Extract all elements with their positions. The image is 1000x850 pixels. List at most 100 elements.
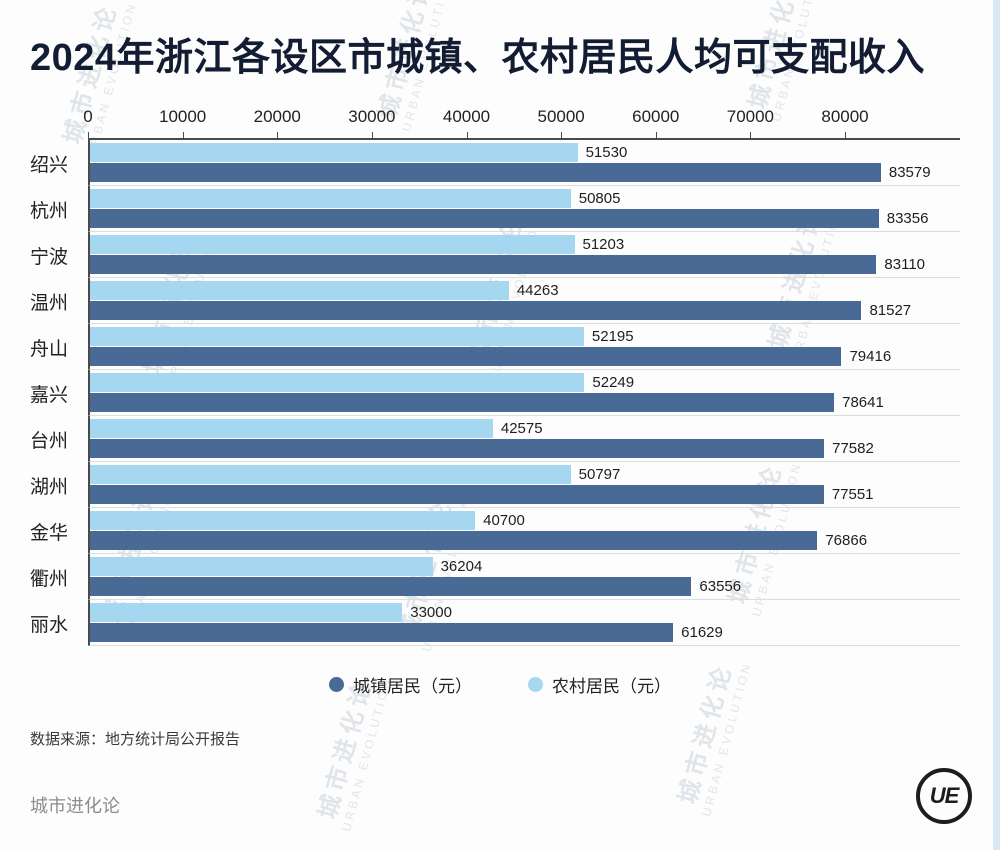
city-bars: 44263 81527 [88, 278, 960, 324]
rural-bar [90, 327, 584, 346]
urban-bar-value: 79416 [849, 348, 892, 365]
x-axis: 0 10000 20000 30000 40000 50000 60000 70000 8000… [83, 98, 960, 140]
urban-bar-value: 63556 [699, 578, 742, 595]
urban-bar-value: 81527 [869, 302, 912, 319]
rural-bar-line: 50797 [90, 465, 960, 484]
rural-bar-value: 52195 [591, 328, 634, 345]
legend-item: 农村居民（元） [528, 672, 671, 697]
urban-bar [90, 163, 881, 182]
source-note: 数据来源：地方统计局公开报告 [30, 731, 241, 748]
urban-bar-line: 83356 [90, 209, 960, 228]
x-tick-label: 0 [83, 107, 93, 126]
city-bars: 52195 79416 [88, 324, 960, 370]
x-tick-mark [466, 132, 468, 138]
rural-bar-line: 33000 [90, 603, 960, 622]
x-tick-mark [88, 132, 89, 138]
urban-bar-value: 83356 [886, 210, 929, 227]
city-label: 台州 [30, 430, 69, 452]
chart-row: 丽水 33000 61629 [30, 600, 960, 646]
chart-row: 嘉兴 52249 78641 [30, 370, 960, 416]
x-tick-mark [371, 132, 373, 138]
urban-bar-value: 83579 [888, 164, 931, 181]
rural-bar-value: 44263 [516, 282, 559, 299]
chart-row: 宁波 51203 83110 [30, 232, 960, 278]
chart-row: 台州 42575 77582 [30, 416, 960, 462]
x-tick-label: 10000 [158, 107, 207, 126]
city-bars: 50797 77551 [88, 462, 960, 508]
rural-bar-line: 52249 [90, 373, 960, 392]
rural-bar [90, 281, 509, 300]
rural-bar-line: 36204 [90, 557, 960, 576]
urban-bar-line: 61629 [90, 623, 960, 642]
city-bars: 36204 63556 [88, 554, 960, 600]
x-tick-label: 50000 [537, 107, 585, 126]
city-bars: 33000 61629 [88, 600, 960, 646]
rural-bar-value: 50805 [578, 190, 621, 207]
rural-bar [90, 419, 493, 438]
urban-bar [90, 393, 835, 412]
urban-bar-value: 76866 [825, 532, 868, 549]
chart-row: 温州 44263 81527 [30, 278, 960, 324]
rural-bar [90, 189, 571, 208]
urban-bar [90, 623, 674, 642]
ue-logo-text: UE [929, 783, 960, 808]
x-tick-label: 60000 [632, 107, 680, 126]
chart-row: 湖州 50797 77551 [30, 462, 960, 508]
urban-bar [90, 209, 879, 228]
city-label: 宁波 [30, 246, 69, 268]
urban-bar-value: 77551 [831, 486, 874, 503]
urban-bar [90, 255, 877, 274]
rural-bar-value: 36204 [440, 558, 483, 575]
rural-bar-line: 50805 [90, 189, 960, 208]
x-tick-label: 80000 [821, 107, 869, 126]
rural-bar [90, 235, 575, 254]
urban-bar [90, 301, 862, 320]
urban-bar-line: 79416 [90, 347, 960, 366]
x-tick-label: 40000 [442, 107, 491, 126]
rural-bar-line: 40700 [90, 511, 960, 530]
rural-bar [90, 465, 571, 484]
city-label: 丽水 [30, 614, 69, 636]
urban-bar-line: 76866 [90, 531, 960, 550]
rural-bar-line: 51203 [90, 235, 960, 254]
rural-bar-value: 50797 [578, 466, 621, 483]
legend-label: 农村居民（元） [552, 677, 671, 696]
watermark-en: URBAN EVOLUTION [339, 675, 395, 833]
right-edge-strip [993, 0, 1000, 850]
city-label: 金华 [30, 522, 69, 544]
urban-bar-line: 83110 [90, 255, 960, 274]
rural-bar-value: 42575 [500, 420, 543, 437]
urban-bar-value: 83110 [884, 256, 926, 273]
city-label: 湖州 [30, 476, 69, 498]
urban-bar [90, 485, 824, 504]
rural-bar [90, 603, 403, 622]
rural-bar-value: 51530 [585, 144, 628, 161]
city-label: 衢州 [30, 568, 69, 590]
rural-bar-line: 42575 [90, 419, 960, 438]
city-bars: 42575 77582 [88, 416, 960, 462]
rural-bar [90, 511, 476, 530]
x-tick-mark [182, 132, 184, 138]
chart-row: 绍兴 51530 83579 [30, 140, 960, 186]
chart-rows: 绍兴 51530 83579 杭州 50805 83356 宁波 51203 83110 温州 44… [30, 140, 960, 646]
x-axis-row: 0 10000 20000 30000 40000 50000 60000 70000 8000… [30, 98, 960, 140]
city-label: 舟山 [30, 338, 69, 360]
city-label: 温州 [30, 292, 69, 314]
city-label: 杭州 [30, 200, 69, 222]
x-tick-label: 30000 [348, 107, 396, 126]
urban-bar [90, 577, 692, 596]
city-label: 嘉兴 [30, 384, 69, 406]
rural-bar-value: 40700 [483, 512, 525, 529]
urban-bar-line: 77582 [90, 439, 960, 458]
city-bars: 40700 76866 [88, 508, 960, 554]
x-tick-label: 20000 [253, 107, 301, 126]
urban-bar [90, 347, 842, 366]
rural-bar [90, 143, 578, 162]
urban-bar-value: 77582 [832, 440, 874, 457]
rural-bar-line: 51530 [90, 143, 960, 162]
city-bars: 50805 83356 [88, 186, 960, 232]
x-tick-mark [561, 132, 563, 138]
urban-bar [90, 531, 818, 550]
x-tick-label: 70000 [726, 107, 775, 126]
